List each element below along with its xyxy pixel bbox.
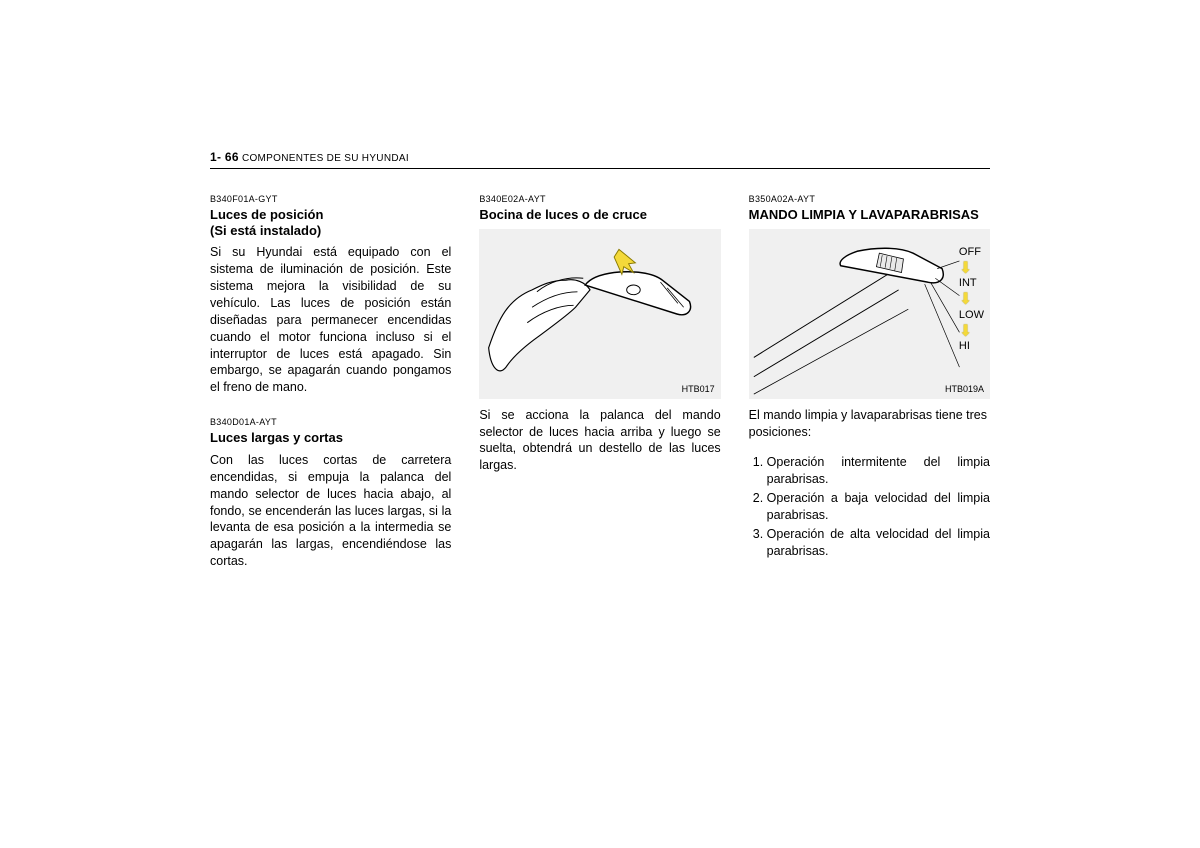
section-code: B350A02A-AYT [749, 193, 990, 205]
arrow-down-icon: ⬇ [959, 262, 972, 276]
figure-id: HTB017 [682, 383, 715, 395]
section-title: COMPONENTES DE SU HYUNDAI [242, 153, 409, 164]
label-int: INT [959, 278, 977, 289]
label-off: OFF [959, 247, 981, 258]
list-item: Operación a baja velocidad del limpia pa… [767, 490, 990, 524]
subheading: MANDO LIMPIA Y LAVAPARABRISAS [749, 207, 990, 223]
content-columns: B340F01A-GYT Luces de posición (Si está … [210, 193, 990, 590]
figure-wiper-stalk: OFF ⬇ INT ⬇ LOW ⬇ HI HTB019A [749, 229, 990, 399]
column-1: B340F01A-GYT Luces de posición (Si está … [210, 193, 451, 590]
page-header: 1- 66 COMPONENTES DE SU HYUNDAI [210, 150, 990, 164]
label-hi: HI [959, 341, 970, 352]
section-code: B340D01A-AYT [210, 416, 451, 428]
paragraph: Con las luces cortas de carretera encend… [210, 452, 451, 570]
header-rule [210, 168, 990, 169]
paragraph: El mando limpia y lavaparabrisas tiene t… [749, 407, 990, 441]
figure-id: HTB019A [945, 383, 984, 395]
label-low: LOW [959, 310, 984, 321]
list-item: Operación intermitente del limpia parabr… [767, 454, 990, 488]
arrow-down-icon: ⬇ [959, 293, 972, 307]
arrow-down-icon: ⬇ [959, 325, 972, 339]
subheading: Bocina de luces o de cruce [479, 207, 720, 223]
column-2: B340E02A-AYT Bocina de luces o de cruce … [479, 193, 720, 590]
page-number: 1- 66 [210, 150, 239, 164]
column-3: B350A02A-AYT MANDO LIMPIA Y LAVAPARABRIS… [749, 193, 990, 590]
stalk-illustration [479, 229, 720, 399]
paragraph: Si su Hyundai está equipado con el siste… [210, 244, 451, 396]
section-code: B340E02A-AYT [479, 193, 720, 205]
figure-headlight-stalk: HTB017 [479, 229, 720, 399]
section-code: B340F01A-GYT [210, 193, 451, 205]
positions-list: Operación intermitente del limpia parabr… [749, 454, 990, 559]
subheading: Luces de posición (Si está instalado) [210, 207, 451, 238]
wiper-position-labels: OFF ⬇ INT ⬇ LOW ⬇ HI [959, 247, 984, 354]
paragraph: Si se acciona la palanca del mando selec… [479, 407, 720, 475]
subheading: Luces largas y cortas [210, 430, 451, 446]
list-item: Operación de alta velocidad del limpia p… [767, 526, 990, 560]
wiper-illustration [749, 229, 990, 399]
